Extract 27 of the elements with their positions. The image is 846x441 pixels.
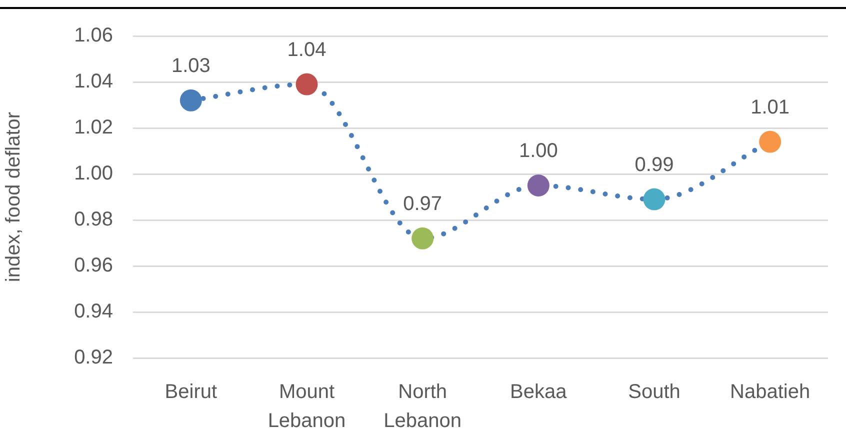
x-tick-label: Mount Lebanon [268, 381, 346, 432]
y-tick-label: 0.98 [74, 208, 113, 231]
y-tick-label: 0.94 [74, 300, 113, 323]
data-label: 1.03 [171, 54, 210, 77]
data-label: 1.01 [750, 96, 790, 118]
point [296, 73, 318, 96]
y-tick-label: 1.02 [74, 116, 113, 139]
x-tick-label: Beirut [164, 381, 218, 404]
y-tick-label: 0.96 [74, 254, 113, 277]
x-tick-label: Nabatieh [730, 381, 810, 404]
data-label: 1.00 [518, 140, 558, 162]
point [412, 227, 434, 250]
data-label: 0.97 [403, 192, 442, 215]
y-tick-label: 0.92 [74, 346, 113, 369]
y-tick-label: 1.00 [74, 162, 113, 185]
point [643, 188, 666, 210]
y-tick-label: 1.06 [74, 24, 113, 47]
point [527, 174, 550, 196]
data-label: 1.04 [287, 38, 326, 61]
y-axis-title: index, food deflator [2, 112, 25, 282]
x-tick-label: South [628, 381, 680, 404]
data-label: 0.99 [634, 154, 674, 176]
y-tick-label: 1.04 [74, 70, 113, 93]
point [759, 130, 782, 153]
point [180, 89, 202, 112]
x-tick-label: North Lebanon [384, 381, 462, 432]
x-tick-label: Bekaa [510, 381, 568, 404]
